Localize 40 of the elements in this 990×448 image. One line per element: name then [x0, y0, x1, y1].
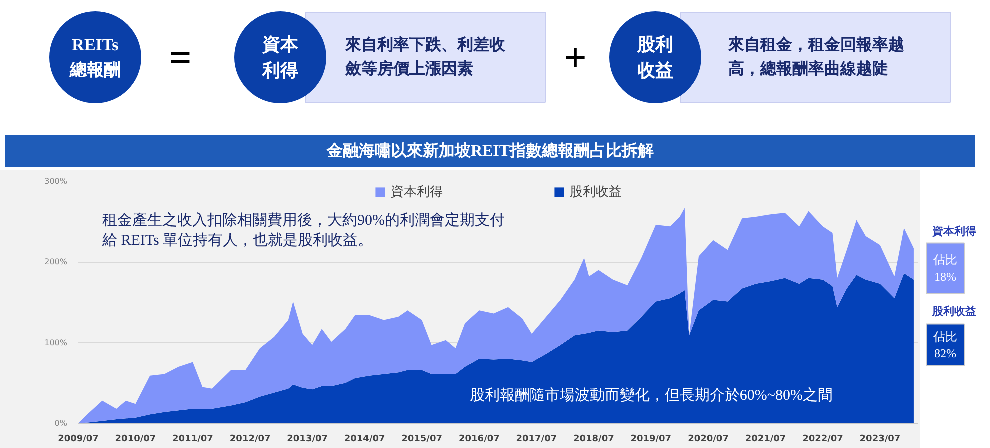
legend-label: 股利收益	[570, 184, 622, 201]
annotation: 租金產生之收入扣除相關費用後，大約90%的利潤會定期支付	[102, 212, 505, 229]
annotation: 股利報酬隨市場波動而變化，但長期介於60%~80%之間	[470, 387, 833, 404]
text: 來自租金，租金回報率越	[728, 35, 904, 54]
x-tick-label: 2012/07	[230, 434, 271, 444]
x-tick-label: 2010/07	[115, 434, 156, 444]
x-tick-label: 2009/07	[58, 434, 99, 444]
chart-title: 金融海嘯以來新加坡REIT指數總報酬占比拆解	[326, 142, 654, 160]
x-tick-label: 2015/07	[402, 434, 443, 444]
text: 利得	[262, 60, 298, 80]
text: 收益	[638, 60, 674, 80]
annotation: 給 REITs 單位持有人，也就是股利收益。	[101, 232, 374, 250]
x-tick-label: 2013/07	[287, 434, 328, 444]
y-tick-label: 200%	[44, 258, 68, 267]
text: 資本利得	[932, 224, 976, 238]
x-tick-label: 2020/07	[688, 434, 729, 444]
text: 股利收益	[932, 305, 976, 318]
text: +	[564, 35, 587, 80]
x-tick-label: 2022/07	[802, 434, 844, 444]
y-tick-label: 0%	[54, 419, 68, 428]
x-tick-label: 2018/07	[573, 434, 614, 444]
x-tick-label: 2017/07	[516, 434, 558, 444]
y-tick-label: 100%	[44, 338, 68, 348]
x-tick-label: 2014/07	[344, 434, 386, 444]
x-tick-label: 2019/07	[630, 434, 672, 444]
text: 佔比 82%	[932, 330, 958, 361]
legend-label: 資本利得	[391, 184, 443, 201]
text: 斂等房價上漲因素	[344, 59, 474, 78]
x-tick-label: 2021/07	[745, 434, 786, 444]
text: 資本	[262, 34, 300, 54]
text: REITs 總報酬	[69, 36, 121, 80]
text: 佔比 18%	[932, 253, 958, 284]
text: =	[169, 35, 192, 80]
text: 股利	[636, 34, 674, 54]
text: 來自利率下跌、利差收	[344, 35, 506, 54]
x-tick-label: 2011/07	[172, 434, 214, 444]
x-tick-label: 2016/07	[459, 434, 500, 444]
text: 高，總報酬率曲線越陡	[728, 59, 888, 78]
y-tick-label: 300%	[44, 177, 68, 186]
x-tick-label: 2023/07	[860, 434, 901, 444]
